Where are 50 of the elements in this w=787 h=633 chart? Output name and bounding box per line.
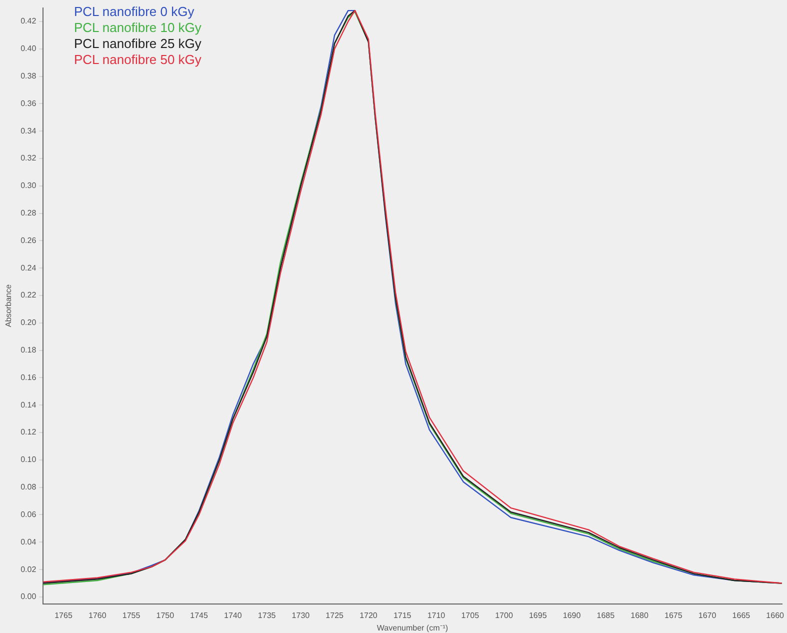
x-tick-label: 1730 — [292, 610, 310, 620]
x-tick-label: 1705 — [461, 610, 480, 620]
y-tick-label: 0.32 — [20, 154, 37, 163]
x-tick-label: 1740 — [224, 610, 242, 620]
x-tick-label: 1765 — [54, 610, 73, 620]
x-tick-label: 1750 — [156, 610, 175, 620]
y-tick-label: 0.06 — [20, 510, 37, 519]
y-tick-label: 0.14 — [20, 400, 37, 410]
x-tick-label: 1760 — [88, 610, 107, 620]
x-tick-label: 1725 — [326, 610, 344, 620]
x-axis-title: Wavenumber (cm⁻¹) — [376, 623, 448, 632]
y-axis-title: Absorbance — [4, 284, 14, 328]
x-tick-label: 1660 — [766, 610, 785, 620]
y-tick-label: 0.30 — [20, 181, 37, 190]
y-tick-label: 0.34 — [20, 126, 37, 136]
x-tick-label: 1675 — [664, 610, 683, 620]
x-tick-label: 1755 — [122, 610, 141, 620]
x-tick-label: 1680 — [630, 610, 649, 620]
text: PCL nanofibre 10 kGy — [74, 20, 202, 36]
x-tick-label: 1665 — [732, 610, 751, 620]
x-tick-label: 1735 — [258, 610, 276, 620]
y-tick-label: 0.12 — [20, 428, 37, 437]
y-tick-label: 0.04 — [20, 537, 37, 546]
x-tick-label: 1745 — [190, 610, 208, 620]
y-tick-label: 0.28 — [20, 208, 37, 218]
y-tick-label: 0.00 — [20, 592, 37, 602]
y-tick-label: 0.08 — [20, 482, 37, 492]
x-tick-label: 1685 — [596, 610, 616, 620]
y-tick-label: 0.24 — [20, 263, 37, 272]
y-tick-label: 0.20 — [20, 318, 37, 328]
y-tick-label: 0.18 — [20, 346, 37, 355]
text: PCL nanofibre 50 kGy — [74, 52, 202, 68]
text: PCL nanofibre 25 kGy — [74, 36, 202, 52]
y-tick-label: 0.26 — [20, 236, 37, 245]
y-tick-label: 0.42 — [20, 16, 37, 26]
y-tick-label: 0.10 — [20, 455, 37, 464]
text: PCL nanofibre 0 kGy — [74, 4, 196, 20]
x-tick-label: 1710 — [427, 610, 446, 620]
x-tick-label: 1700 — [495, 610, 514, 620]
y-tick-label: 0.36 — [20, 98, 37, 108]
x-tick-label: 1690 — [562, 610, 582, 620]
y-tick-label: 0.40 — [20, 44, 37, 54]
y-tick-label: 0.22 — [20, 290, 37, 300]
y-tick-label: 0.38 — [20, 72, 37, 81]
x-tick-label: 1720 — [360, 610, 378, 620]
y-tick-label: 0.16 — [20, 372, 37, 382]
y-tick-label: 0.02 — [20, 564, 37, 574]
x-tick-label: 1670 — [698, 610, 717, 620]
x-tick-label: 1715 — [393, 610, 412, 620]
x-tick-label: 1695 — [528, 610, 548, 620]
